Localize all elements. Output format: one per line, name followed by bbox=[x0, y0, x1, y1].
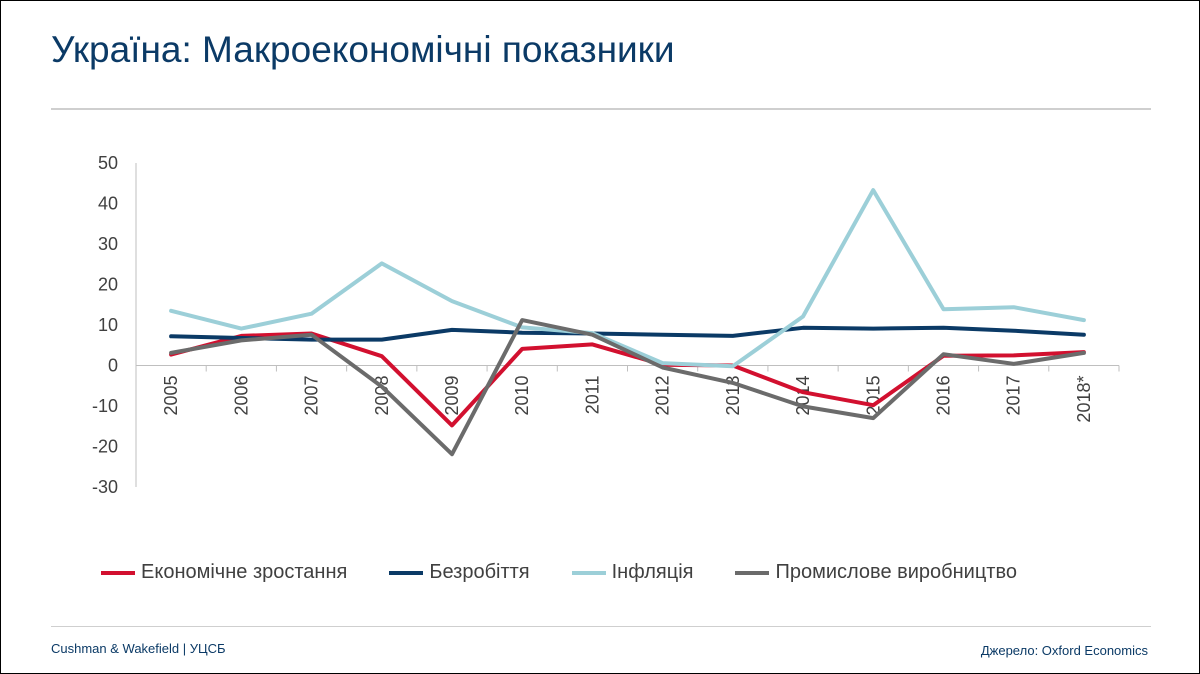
y-tick-label: 10 bbox=[98, 315, 118, 335]
y-tick-label: -10 bbox=[92, 396, 118, 416]
legend-item-unemployment: Безробіття bbox=[389, 561, 530, 584]
y-tick-label: 20 bbox=[98, 275, 118, 295]
legend-label-industrial: Промислове виробництво bbox=[775, 561, 1017, 583]
y-tick-label: -20 bbox=[92, 437, 118, 457]
legend-item-inflation: Інфляція bbox=[571, 561, 694, 584]
x-tick-label: 2008 bbox=[372, 376, 392, 416]
x-axis-labels: 2005 2006 2007 2008 2009 2010 2011 2012 2013 2014… bbox=[161, 376, 1094, 423]
legend-swatch-unemployment bbox=[389, 570, 424, 575]
legend-item-industrial: Промислове виробництво bbox=[735, 561, 1017, 584]
legend-swatch-industrial bbox=[735, 570, 770, 575]
x-tick-label: 2009 bbox=[442, 376, 462, 416]
legend-item-growth: Економічне зростання bbox=[101, 561, 347, 584]
footer-source: Джерело: Oxford Economics bbox=[980, 643, 1148, 658]
series-lines bbox=[169, 188, 1086, 457]
footer-divider bbox=[51, 626, 1151, 627]
x-tick-label: 2010 bbox=[512, 376, 532, 416]
x-tick-label: 2012 bbox=[653, 376, 673, 416]
y-tick-label: 50 bbox=[98, 153, 118, 173]
x-tick-label: 2011 bbox=[582, 376, 602, 415]
x-tick-label: 2006 bbox=[231, 376, 251, 416]
title-divider bbox=[51, 108, 1151, 110]
x-tick-label: 2005 bbox=[161, 376, 181, 416]
x-tick-label: 2016 bbox=[933, 376, 953, 416]
y-tick-label: 40 bbox=[98, 194, 118, 214]
y-axis-labels: 50 40 30 20 10 0 -10 -20 -30 bbox=[92, 153, 118, 497]
y-tick-label: 0 bbox=[108, 356, 118, 376]
legend-label-inflation: Інфляція bbox=[611, 561, 694, 583]
chart-legend: Економічне зростання Безробіття Інфляція… bbox=[101, 561, 1017, 584]
legend-label-growth: Економічне зростання bbox=[141, 561, 348, 583]
legend-swatch-inflation bbox=[571, 570, 606, 575]
series-line-industrial bbox=[169, 318, 1086, 457]
x-tick-label: 2018* bbox=[1074, 376, 1094, 423]
legend-swatch-growth bbox=[101, 570, 135, 575]
legend-label-unemployment: Безробіття bbox=[429, 561, 530, 583]
x-tick-label: 2017 bbox=[1004, 376, 1024, 416]
axes bbox=[135, 163, 1120, 487]
page-title: Україна: Макроекономічні показники bbox=[51, 29, 675, 70]
y-tick-label: 30 bbox=[98, 234, 118, 254]
footer-company: Cushman & Wakefield | УЦСБ bbox=[51, 641, 226, 656]
y-tick-label: -30 bbox=[92, 477, 118, 497]
series-line-inflation bbox=[169, 188, 1086, 369]
x-tick-label: 2007 bbox=[302, 376, 322, 416]
series-line-unemployment bbox=[169, 325, 1086, 342]
